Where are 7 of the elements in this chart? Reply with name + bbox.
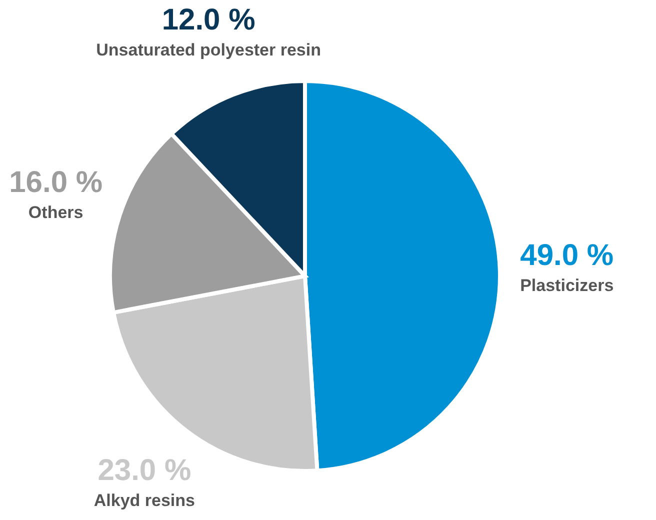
data-label: 49.0 % [520,238,614,272]
data-label: 16.0 % [9,166,103,200]
slice-label: Alkyd resins [94,491,195,510]
slice-label: Plasticizers [520,276,614,295]
data-label: 12.0 % [162,3,256,36]
slice-label: Others [28,203,84,222]
slice-label: Unsaturated polyester resin [96,40,321,60]
